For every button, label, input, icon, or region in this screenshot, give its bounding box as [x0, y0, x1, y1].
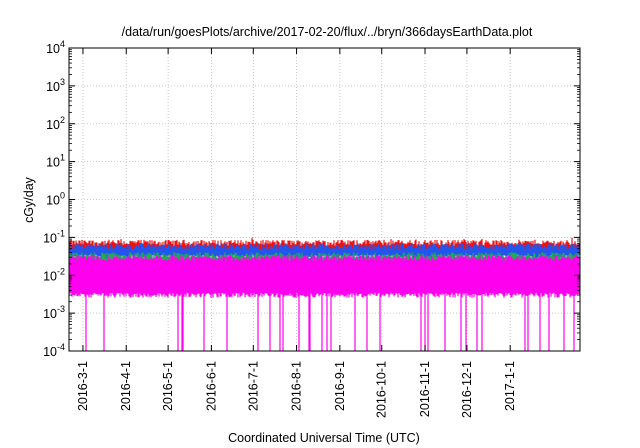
series-1 — [69, 243, 580, 260]
y-tick-exponent: -2 — [57, 266, 65, 276]
x-tick-label: 2016-3-1 — [76, 361, 90, 411]
y-tick-base: 10 — [43, 269, 57, 283]
y-tick-label: 10-3 — [43, 304, 65, 321]
y-tick-label: 10-2 — [43, 266, 65, 283]
y-tick-base: 10 — [46, 194, 60, 208]
x-tick-label: 2016-6-1 — [204, 361, 218, 411]
x-tick-label: 2016-5-1 — [161, 361, 175, 411]
y-tick-exponent: -4 — [57, 342, 65, 352]
y-tick-base: 10 — [46, 42, 60, 56]
x-tick-label: 2016-11-1 — [418, 361, 432, 417]
y-tick-exponent: 0 — [60, 191, 65, 201]
x-tick-label: 2016-4-1 — [119, 361, 133, 411]
y-tick-exponent: 4 — [60, 39, 65, 49]
series-3 — [69, 254, 580, 351]
y-tick-label: 104 — [46, 39, 65, 56]
y-tick-base: 10 — [43, 307, 57, 321]
y-tick-label: 101 — [46, 153, 65, 170]
series-1-trace — [69, 243, 580, 260]
y-tick-base: 10 — [46, 118, 60, 132]
axis-ticks — [69, 47, 580, 352]
x-tick-labels: 2016-3-1 2016-4-1 2016-5-1 2016-6-1 2016-7-1… — [76, 361, 517, 418]
x-tick-label: 2016-12-1 — [460, 361, 474, 418]
y-tick-exponent: 2 — [60, 115, 65, 125]
y-tick-exponent: -3 — [57, 304, 65, 314]
grid — [69, 47, 580, 352]
x-tick-label: 2016-10-1 — [375, 361, 389, 418]
x-tick-label: 2016-7-1 — [246, 361, 260, 411]
x-tick-label: 2016-8-1 — [290, 361, 304, 411]
x-axis-label: Coordinated Universal Time (UTC) — [228, 431, 420, 445]
y-tick-exponent: 3 — [60, 77, 65, 87]
y-tick-label: 10-1 — [43, 228, 65, 245]
y-tick-label: 100 — [46, 191, 65, 208]
x-tick-label: 2016-9-1 — [333, 361, 347, 411]
chart-title: /data/run/goesPlots/archive/2017-02-20/f… — [122, 25, 533, 39]
y-tick-base: 10 — [43, 231, 57, 245]
y-tick-label: 10-4 — [43, 342, 65, 359]
y-tick-label: 102 — [46, 115, 65, 132]
y-tick-base: 10 — [46, 80, 60, 94]
y-tick-label: 103 — [46, 77, 65, 94]
series-group — [69, 237, 580, 351]
series-3-trace — [69, 254, 580, 351]
y-axis-label: cGy/day — [22, 176, 36, 223]
y-tick-exponent: 1 — [60, 153, 65, 163]
y-tick-base: 10 — [43, 345, 57, 359]
x-tick-label: 2017-1-1 — [503, 361, 517, 411]
y-tick-base: 10 — [46, 156, 60, 170]
y-tick-exponent: -1 — [57, 228, 65, 238]
